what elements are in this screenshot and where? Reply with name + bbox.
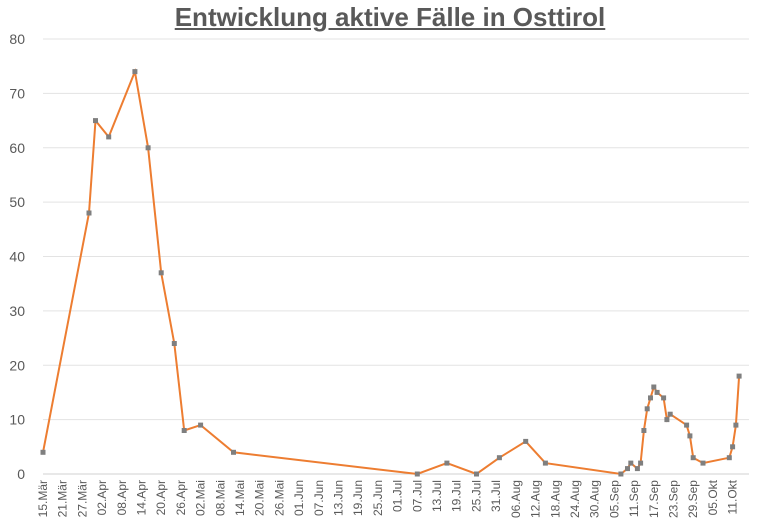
x-tick-label: 07.Jul [410,480,424,512]
y-tick-label: 50 [9,194,25,210]
data-point [618,471,624,477]
data-point [641,428,647,433]
data-point [684,422,690,428]
y-tick-label: 20 [9,357,25,373]
x-tick-label: 06.Aug [509,480,523,518]
data-point [198,422,204,428]
data-point [736,373,742,379]
y-tick-label: 70 [9,85,25,101]
x-tick-label: 25.Jul [469,480,483,512]
data-point [638,460,644,466]
data-point [690,455,696,461]
x-tick-label: 31.Jul [489,480,503,512]
data-point [414,471,420,477]
data-point [733,422,739,428]
data-point [496,455,502,461]
data-points [40,69,742,477]
x-tick-label: 15.Mär [36,480,50,517]
x-tick-label: 11.Okt [726,479,740,514]
x-tick-label: 18.Aug [548,480,562,518]
x-tick-label: 27.Mär [75,480,89,517]
x-tick-label: 26.Apr [174,480,188,515]
x-tick-label: 11.Sep [627,480,641,517]
data-point [628,460,634,466]
x-tick-label: 02.Mai [194,480,208,516]
x-tick-label: 19.Jul [450,480,464,512]
gridlines [43,38,749,421]
y-tick-label: 0 [17,466,25,482]
data-point [634,466,640,472]
data-point [106,134,112,140]
data-point [625,466,630,472]
data-point [648,395,653,401]
series-line [42,67,741,476]
x-tick-label: 30.Aug [588,480,602,518]
x-tick-label: 02.Apr [95,480,109,515]
data-point [730,444,736,450]
data-point [158,270,164,276]
y-tick-label: 40 [9,249,25,265]
data-point [664,417,670,423]
x-tick-label: 21.Mär [56,480,70,517]
data-point [444,460,450,466]
x-tick-label: 14.Mai [233,480,247,516]
data-point [654,389,660,395]
x-tick-label: 01.Jun [292,480,306,516]
x-tick-label: 19.Jun [351,480,365,516]
x-tick-label: 07.Jun [312,480,326,516]
y-axis-ticks: 0 10 20 30 40 50 60 70 80 [9,31,25,482]
y-tick-label: 10 [9,412,25,428]
x-tick-label: 12.Aug [529,480,543,518]
x-tick-label: 25.Jun [371,480,385,516]
x-tick-label: 13.Jun [332,480,346,516]
y-tick-label: 30 [9,303,25,319]
data-point [40,449,46,455]
x-tick-label: 20.Apr [154,480,168,515]
data-point [542,460,548,466]
data-point [86,210,92,216]
data-point [145,145,151,151]
data-point [644,406,650,412]
data-point [132,69,138,75]
y-tick-label: 60 [9,140,25,156]
x-tick-label: 05.Sep [607,480,621,518]
x-tick-label: 29.Sep [686,480,700,518]
data-point [93,118,98,124]
data-point [661,395,667,401]
data-point [171,341,177,346]
x-axis-ticks: 15.Mär 21.Mär 27.Mär 02.Apr 08.Apr 14.Apr 20.A… [36,479,740,518]
y-tick-label: 80 [9,31,25,47]
data-point [523,438,529,444]
data-point [726,455,732,461]
data-point [667,411,673,417]
x-tick-label: 23.Sep [666,480,680,518]
data-point [474,471,479,477]
x-tick-label: 08.Apr [115,480,129,515]
x-tick-label: 17.Sep [647,480,661,518]
x-tick-label: 14.Apr [135,480,149,515]
chart-title: Entwicklung aktive Fälle in Osttirol [174,2,606,32]
data-point [651,384,657,390]
x-tick-label: 20.Mai [253,480,267,516]
x-tick-label: 13.Jul [430,480,444,512]
data-point [687,433,693,439]
data-point [700,460,706,466]
data-point [181,428,187,433]
x-tick-label: 05.Okt [706,479,720,515]
x-tick-label: 01.Jul [391,480,405,512]
x-tick-label: 26.Mai [272,480,286,516]
data-point [231,449,236,455]
x-tick-label: 08.Mai [213,480,227,516]
x-tick-label: 24.Aug [568,480,582,518]
